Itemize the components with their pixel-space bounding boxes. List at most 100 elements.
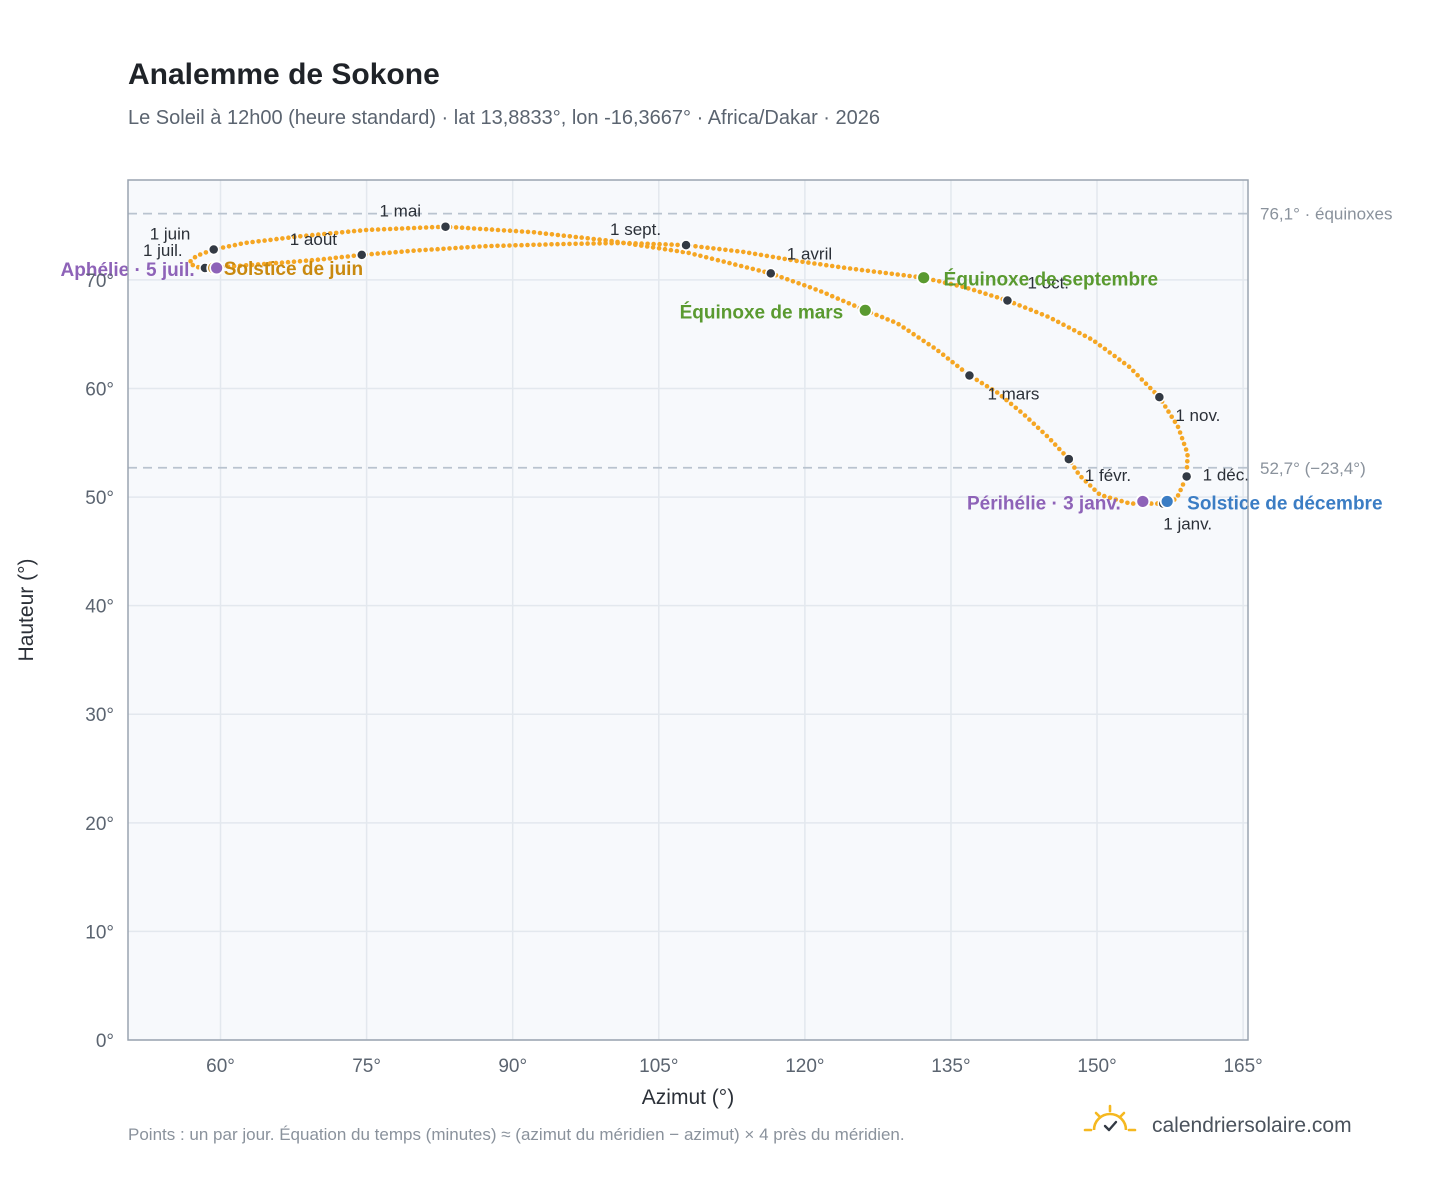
x-tick-label: 60° bbox=[206, 1056, 235, 1077]
reference-lines: 76,1° · équinoxes 52,7° (−23,4°) bbox=[128, 205, 1393, 478]
daily-sun-point bbox=[579, 241, 584, 246]
footnote: Points : un par jour. Équation du temps … bbox=[128, 1125, 905, 1144]
daily-sun-point bbox=[656, 246, 662, 251]
daily-sun-point bbox=[393, 226, 399, 231]
daily-sun-point bbox=[936, 348, 941, 354]
daily-sun-point bbox=[911, 331, 916, 337]
daily-sun-point bbox=[1028, 307, 1034, 313]
daily-sun-point bbox=[853, 267, 859, 272]
daily-sun-point bbox=[417, 248, 422, 253]
daily-sun-point bbox=[369, 227, 375, 232]
daily-sun-point bbox=[698, 253, 703, 259]
daily-sun-point bbox=[597, 237, 602, 242]
daily-sun-point bbox=[351, 253, 357, 259]
daily-sun-point bbox=[303, 258, 309, 264]
daily-sun-point bbox=[549, 232, 555, 237]
daily-sun-point bbox=[955, 363, 960, 369]
daily-sun-point bbox=[501, 243, 506, 248]
daily-sun-point bbox=[1031, 421, 1037, 427]
daily-sun-point bbox=[812, 261, 817, 266]
daily-sun-point bbox=[519, 229, 525, 234]
daily-sun-point bbox=[375, 227, 381, 232]
daily-sun-point bbox=[399, 249, 404, 254]
daily-sun-point bbox=[244, 240, 249, 246]
daily-sun-point bbox=[1087, 336, 1093, 341]
daily-sun-point bbox=[609, 240, 614, 246]
daily-sun-point bbox=[286, 235, 291, 240]
daily-sun-point bbox=[1185, 459, 1190, 464]
daily-sun-point bbox=[188, 259, 193, 264]
daily-sun-point bbox=[483, 243, 488, 249]
daily-sun-point bbox=[339, 230, 345, 235]
daily-sun-point bbox=[1066, 325, 1072, 330]
daily-sun-point bbox=[405, 225, 411, 231]
daily-sun-point bbox=[921, 338, 926, 344]
month-start-point bbox=[765, 267, 777, 280]
plot-frame bbox=[127, 179, 1249, 1041]
y-tick-label: 40° bbox=[85, 597, 114, 618]
month-start-label: 1 mars bbox=[987, 384, 1039, 403]
analemma-daily-points bbox=[188, 224, 1190, 506]
daily-sun-point bbox=[633, 241, 638, 246]
daily-sun-point bbox=[785, 277, 790, 282]
daily-sun-point bbox=[954, 283, 959, 288]
daily-sun-point bbox=[650, 245, 656, 250]
daily-sun-point bbox=[537, 230, 543, 236]
daily-sun-point bbox=[519, 242, 524, 248]
daily-sun-point bbox=[931, 277, 936, 283]
daily-sun-point bbox=[1052, 442, 1058, 447]
daily-sun-point bbox=[267, 261, 273, 266]
daily-sun-point bbox=[399, 226, 405, 231]
daily-sun-point bbox=[255, 262, 261, 267]
daily-sun-point bbox=[841, 298, 846, 304]
event-label: Solstice de juin bbox=[224, 259, 363, 280]
daily-sun-point bbox=[423, 247, 428, 253]
daily-sun-point bbox=[333, 230, 339, 236]
event-point bbox=[1159, 494, 1175, 509]
y-tick-label: 70° bbox=[85, 271, 114, 292]
daily-sun-point bbox=[477, 226, 483, 232]
daily-sun-point bbox=[411, 248, 416, 253]
daily-sun-point bbox=[1119, 498, 1124, 504]
daily-sun-point bbox=[1112, 353, 1117, 359]
daily-sun-point bbox=[304, 233, 309, 238]
daily-sun-point bbox=[279, 260, 285, 266]
daily-sun-point bbox=[513, 228, 519, 234]
x-tick-label: 165° bbox=[1223, 1056, 1262, 1077]
daily-sun-point bbox=[274, 236, 279, 242]
daily-sun-point bbox=[984, 383, 990, 389]
daily-sun-point bbox=[489, 227, 495, 232]
daily-sun-point bbox=[1013, 405, 1019, 411]
daily-sun-point bbox=[192, 254, 198, 260]
daily-sun-point bbox=[703, 254, 709, 260]
chart-subtitle: Le Soleil à 12h00 (heure standard) · lat… bbox=[128, 107, 880, 129]
month-start-label: 1 juin bbox=[150, 224, 191, 243]
sun-check-icon bbox=[1083, 1104, 1137, 1132]
y-tick-label: 50° bbox=[85, 488, 114, 509]
daily-sun-point bbox=[879, 314, 885, 320]
daily-sun-point bbox=[1022, 413, 1028, 418]
daily-sun-point bbox=[465, 245, 470, 250]
event-label: Équinoxe de mars bbox=[680, 301, 844, 323]
daily-sun-point bbox=[435, 224, 441, 230]
daily-sun-point bbox=[285, 259, 291, 265]
daily-sun-point bbox=[852, 303, 857, 308]
x-tick-label: 105° bbox=[639, 1056, 678, 1077]
month-start-label: 1 janv. bbox=[1163, 515, 1212, 534]
daily-sun-point bbox=[1184, 465, 1190, 470]
daily-sun-point bbox=[393, 249, 398, 255]
daily-sun-point bbox=[1061, 451, 1066, 456]
y-tick-label: 0° bbox=[96, 1031, 114, 1052]
daily-sun-point bbox=[459, 225, 465, 230]
daily-sun-point bbox=[1027, 417, 1032, 422]
daily-sun-point bbox=[573, 234, 579, 240]
daily-sun-point bbox=[423, 225, 429, 230]
x-axis-title: Azimut (°) bbox=[642, 1086, 734, 1109]
daily-sun-point bbox=[525, 229, 531, 235]
daily-sun-point bbox=[989, 293, 994, 298]
daily-sun-point bbox=[243, 263, 249, 268]
daily-sun-point bbox=[291, 259, 297, 265]
daily-sun-point bbox=[983, 291, 988, 297]
daily-sun-point bbox=[1172, 419, 1178, 425]
